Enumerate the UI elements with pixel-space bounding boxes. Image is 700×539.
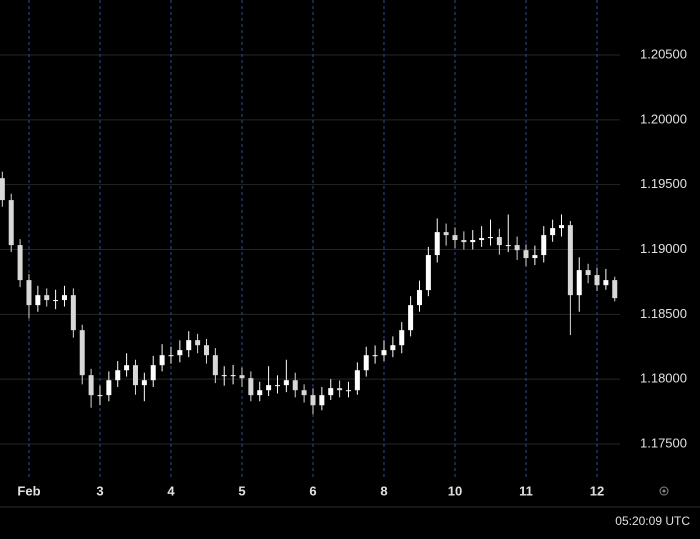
x-tick-label: 10 (448, 483, 462, 498)
candle-body (88, 375, 94, 396)
settings-icon-dot (662, 489, 666, 493)
candle-body (479, 238, 485, 241)
candle-body (612, 280, 618, 299)
candle-body (301, 390, 307, 396)
candle-body (310, 395, 316, 406)
candle-body (576, 270, 582, 296)
x-tick-label: 6 (309, 483, 316, 498)
y-tick-label: 1.19000 (640, 241, 687, 256)
candle-body (567, 225, 573, 296)
candle-body (115, 370, 121, 381)
candle-body (381, 350, 387, 356)
candle-body (541, 235, 547, 256)
candle-body (44, 295, 50, 301)
candle-body (203, 345, 209, 356)
candle-body (416, 290, 422, 306)
x-tick-label: 12 (590, 483, 604, 498)
candle-body (26, 280, 32, 306)
candle-body (283, 380, 289, 386)
candle-body (221, 375, 227, 377)
candle-body (514, 245, 520, 251)
y-tick-label: 1.18000 (640, 371, 687, 386)
candle-body (319, 395, 325, 406)
candle-body (141, 380, 147, 386)
candle-body (434, 232, 440, 256)
candle-body (212, 355, 218, 376)
candle-body (257, 390, 263, 396)
candle-body (17, 245, 23, 281)
candle-body (70, 295, 76, 331)
candle-body (106, 380, 112, 396)
candle-body (124, 365, 130, 371)
candle-body (79, 330, 85, 376)
candle-body (345, 390, 351, 392)
x-tick-label: 11 (519, 483, 533, 498)
candle-body (337, 388, 343, 391)
candle-body (443, 232, 449, 236)
candle-body (150, 365, 156, 381)
x-tick-label: Feb (17, 483, 40, 498)
candle-body (248, 378, 254, 396)
utc-time: 05:20:09 UTC (615, 514, 690, 528)
candle-body (230, 375, 236, 377)
y-tick-label: 1.20500 (640, 46, 687, 61)
candle-body (603, 280, 609, 286)
candle-body (274, 385, 280, 387)
x-tick-label: 4 (167, 483, 175, 498)
candle-body (408, 305, 414, 331)
settings-icon[interactable] (659, 486, 669, 496)
candle-body (594, 275, 600, 286)
candle-body (292, 380, 298, 391)
candle-body (399, 330, 405, 346)
candle-body (61, 295, 67, 301)
candle-body (505, 245, 511, 247)
candle-body (159, 355, 165, 366)
candle-body (53, 300, 59, 302)
candle-body (363, 355, 369, 371)
y-tick-label: 1.20000 (640, 111, 687, 126)
candle-body (8, 200, 14, 246)
candle-body (470, 240, 476, 243)
candle-body (461, 240, 467, 243)
candle-body (132, 365, 138, 386)
candle-body (177, 350, 183, 356)
y-tick-label: 1.19500 (640, 176, 687, 191)
candle-body (425, 255, 431, 291)
candle-body (328, 388, 334, 396)
candle-body (558, 225, 564, 229)
x-tick-label: 8 (380, 483, 387, 498)
candle-body (585, 270, 591, 276)
candle-body (532, 255, 538, 259)
candle-body (168, 355, 174, 357)
candle-body (239, 375, 245, 379)
candle-body (97, 395, 103, 397)
x-tick-label: 5 (238, 483, 245, 498)
candle-body (390, 345, 396, 351)
candle-body (550, 228, 556, 236)
x-tick-label: 3 (96, 483, 103, 498)
y-tick-label: 1.17500 (640, 435, 687, 450)
candle-body (496, 237, 502, 246)
candle-body (266, 385, 272, 391)
candle-body (354, 370, 360, 391)
candle-body (372, 355, 378, 357)
candle-body (35, 295, 41, 306)
candle-body (487, 237, 493, 239)
candle-body (195, 340, 201, 346)
y-tick-label: 1.18500 (640, 306, 687, 321)
candle-body (452, 235, 458, 241)
candle-body (523, 250, 529, 259)
candle-body (186, 340, 192, 351)
candle-body (0, 178, 5, 201)
